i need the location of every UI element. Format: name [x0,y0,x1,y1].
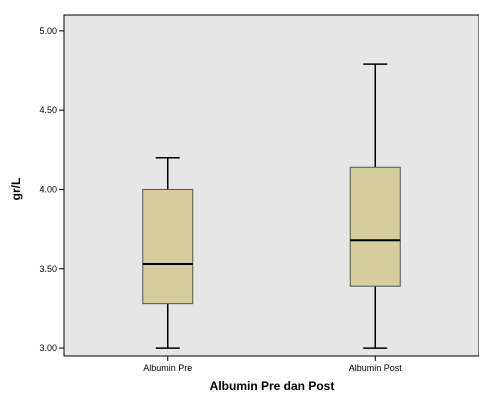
x-axis-title: Albumin Pre dan Post [210,379,335,393]
y-tick-label: 4.00 [39,184,57,194]
x-axis: Albumin Pre Albumin Post [143,356,402,373]
box-albumin-post [349,63,401,349]
y-tick-label: 4.50 [39,105,57,115]
box-albumin-pre [142,156,194,349]
y-axis-title: gr/L [9,178,23,201]
x-tick-label: Albumin Post [349,363,403,373]
iqr-box [142,188,194,305]
y-axis: 3.00 3.50 4.00 4.50 5.00 [39,26,64,353]
y-tick-label: 3.50 [39,264,57,274]
box-series [142,63,401,349]
iqr-box [349,166,401,287]
y-tick-label: 5.00 [39,26,57,36]
x-tick-label: Albumin Pre [143,363,192,373]
y-tick-label: 3.00 [39,343,57,353]
plot-area [63,14,479,357]
